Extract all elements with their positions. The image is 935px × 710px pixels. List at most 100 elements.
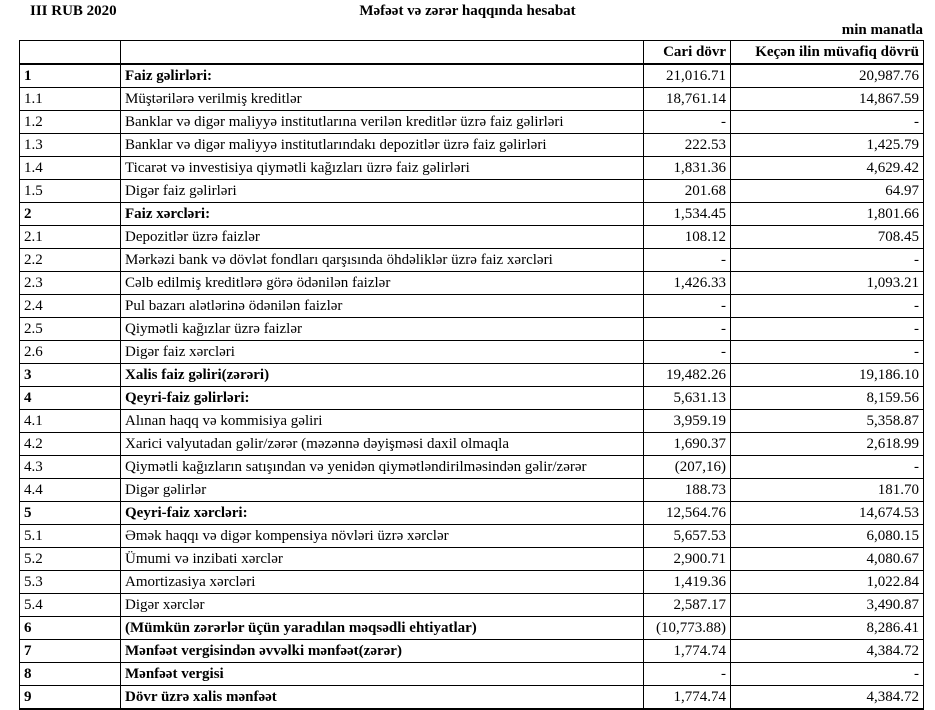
table-row: 4 Qeyri-faiz gəlirləri: 5,631.13 8,159.5… — [19, 386, 924, 410]
row-previous-value: - — [730, 340, 924, 364]
row-number: 2.1 — [19, 225, 121, 249]
row-previous-value: 4,629.42 — [730, 156, 924, 180]
table-row: 5 Qeyri-faiz xərcləri: 12,564.76 14,674.… — [19, 501, 924, 525]
column-header-previous: Keçən ilin müvafiq dövrü — [730, 40, 924, 65]
row-current-value: 5,631.13 — [643, 386, 731, 410]
row-number: 4 — [19, 386, 121, 410]
row-label: Digər faiz gəlirləri — [120, 179, 644, 203]
row-number: 2.5 — [19, 317, 121, 341]
table-body: 1 Faiz gəlirləri: 21,016.71 20,987.76 1.… — [19, 63, 924, 710]
unit-note: min manatla — [841, 22, 923, 38]
row-number: 5.2 — [19, 547, 121, 571]
row-number: 1 — [19, 63, 121, 88]
column-header-current: Cari dövr — [643, 40, 731, 65]
table-row: 7 Mənfəət vergisindən əvvəlki mənfəət(zə… — [19, 639, 924, 663]
row-current-value: 1,426.33 — [643, 271, 731, 295]
row-current-value: 1,534.45 — [643, 202, 731, 226]
table-row: 1.3 Banklar və digər maliyyə institutlar… — [19, 133, 924, 157]
row-number: 9 — [19, 685, 121, 710]
row-number: 8 — [19, 662, 121, 686]
row-label: Faiz xərcləri: — [120, 202, 644, 226]
row-current-value: 2,587.17 — [643, 593, 731, 617]
row-label: Amortizasiya xərcləri — [120, 570, 644, 594]
row-previous-value: 4,384.72 — [730, 685, 924, 710]
row-previous-value: 4,080.67 — [730, 547, 924, 571]
row-previous-value: 19,186.10 — [730, 363, 924, 387]
table-row: 1.2 Banklar və digər maliyyə institutlar… — [19, 110, 924, 134]
row-current-value: 2,900.71 — [643, 547, 731, 571]
row-number: 4.2 — [19, 432, 121, 456]
table-row: 5.4 Digər xərclər 2,587.17 3,490.87 — [19, 593, 924, 617]
row-current-value: 108.12 — [643, 225, 731, 249]
table-row: 6 (Mümkün zərərlər üçün yaradılan məqsəd… — [19, 616, 924, 640]
table-row: 5.3 Amortizasiya xərcləri 1,419.36 1,022… — [19, 570, 924, 594]
row-label: Faiz gəlirləri: — [120, 63, 644, 88]
row-label: Ticarət və investisiya qiymətli kağızlar… — [120, 156, 644, 180]
row-previous-value: 1,022.84 — [730, 570, 924, 594]
table-row: 4.3 Qiymətli kağızların satışından və ye… — [19, 455, 924, 479]
row-number: 5.3 — [19, 570, 121, 594]
table-row: 2.5 Qiymətli kağızlar üzrə faizlər - - — [19, 317, 924, 341]
row-number: 1.3 — [19, 133, 121, 157]
row-label: Dövr üzrə xalis mənfəət — [120, 685, 644, 710]
row-previous-value: 8,286.41 — [730, 616, 924, 640]
row-current-value: 5,657.53 — [643, 524, 731, 548]
row-current-value: 1,419.36 — [643, 570, 731, 594]
row-previous-value: 3,490.87 — [730, 593, 924, 617]
row-label: Banklar və digər maliyyə institutlarında… — [120, 133, 644, 157]
table-row: 5.2 Ümumi və inzibati xərclər 2,900.71 4… — [19, 547, 924, 571]
row-number: 2.6 — [19, 340, 121, 364]
row-label: Cəlb edilmiş kreditlərə görə ödənilən fa… — [120, 271, 644, 295]
row-previous-value: - — [730, 248, 924, 272]
row-current-value: 19,482.26 — [643, 363, 731, 387]
row-previous-value: 64.97 — [730, 179, 924, 203]
table-row: 2 Faiz xərcləri: 1,534.45 1,801.66 — [19, 202, 924, 226]
table-row: 8 Mənfəət vergisi - - — [19, 662, 924, 686]
row-current-value: 1,831.36 — [643, 156, 731, 180]
table-row: 3 Xalis faiz gəliri(zərəri) 19,482.26 19… — [19, 363, 924, 387]
row-previous-value: 5,358.87 — [730, 409, 924, 433]
row-label: Depozitlər üzrə faizlər — [120, 225, 644, 249]
column-header-label — [120, 40, 644, 65]
profit-loss-table: Cari dövr Keçən ilin müvafiq dövrü 1 Fai… — [19, 40, 924, 710]
row-previous-value: 6,080.15 — [730, 524, 924, 548]
row-number: 2.4 — [19, 294, 121, 318]
row-label: Digər gəlirlər — [120, 478, 644, 502]
row-current-value: 1,774.74 — [643, 639, 731, 663]
row-number: 2 — [19, 202, 121, 226]
row-current-value: - — [643, 110, 731, 134]
row-number: 3 — [19, 363, 121, 387]
table-row: 4.1 Alınan haqq və kommisiya gəliri 3,95… — [19, 409, 924, 433]
row-number: 2.3 — [19, 271, 121, 295]
row-previous-value: 1,093.21 — [730, 271, 924, 295]
table-row: 4.4 Digər gəlirlər 188.73 181.70 — [19, 478, 924, 502]
row-current-value: - — [643, 340, 731, 364]
table-row: 4.2 Xarici valyutadan gəlir/zərər (məzən… — [19, 432, 924, 456]
table-row: 2.4 Pul bazarı alətlərinə ödənilən faizl… — [19, 294, 924, 318]
row-current-value: - — [643, 317, 731, 341]
row-label: (Mümkün zərərlər üçün yaradılan məqsədli… — [120, 616, 644, 640]
row-previous-value: - — [730, 455, 924, 479]
row-current-value: (207,16) — [643, 455, 731, 479]
row-previous-value: 2,618.99 — [730, 432, 924, 456]
row-number: 1.5 — [19, 179, 121, 203]
row-previous-value: - — [730, 317, 924, 341]
row-label: Mənfəət vergisindən əvvəlki mənfəət(zərə… — [120, 639, 644, 663]
row-number: 1.2 — [19, 110, 121, 134]
row-label: Xarici valyutadan gəlir/zərər (məzənnə d… — [120, 432, 644, 456]
row-label: Banklar və digər maliyyə institutlarına … — [120, 110, 644, 134]
row-current-value: (10,773.88) — [643, 616, 731, 640]
row-number: 4.4 — [19, 478, 121, 502]
row-current-value: 18,761.14 — [643, 87, 731, 111]
row-label: Digər xərclər — [120, 593, 644, 617]
row-previous-value: 20,987.76 — [730, 63, 924, 88]
row-number: 2.2 — [19, 248, 121, 272]
row-number: 7 — [19, 639, 121, 663]
table-row: 1.1 Müştərilərə verilmiş kreditlər 18,76… — [19, 87, 924, 111]
row-number: 5.1 — [19, 524, 121, 548]
row-previous-value: 708.45 — [730, 225, 924, 249]
row-current-value: 188.73 — [643, 478, 731, 502]
column-header-number — [19, 40, 121, 65]
page-header: III RUB 2020 Məfəət və zərər haqqında he… — [0, 0, 935, 40]
row-number: 4.3 — [19, 455, 121, 479]
